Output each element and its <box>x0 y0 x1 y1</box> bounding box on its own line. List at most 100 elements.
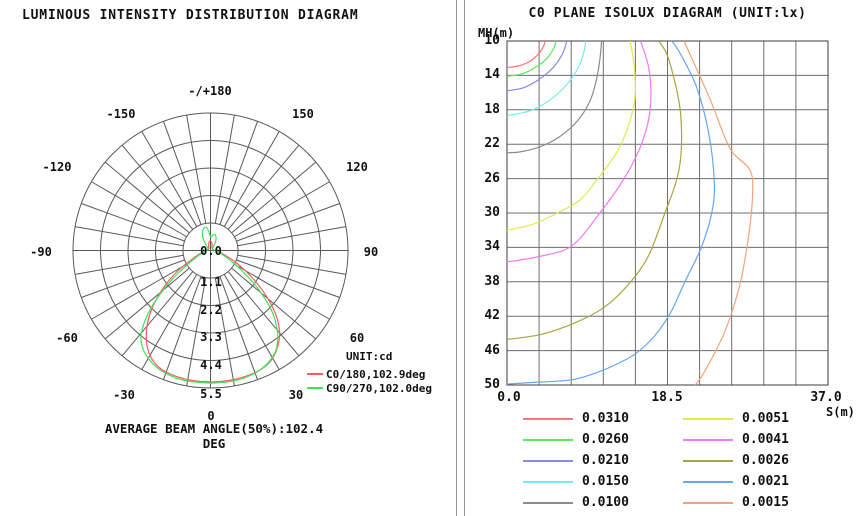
y-tick-46: 46 <box>484 342 500 358</box>
isolux-border <box>506 40 829 386</box>
isolux-curve-0.0210 <box>507 41 568 92</box>
polar-angle-label-30: 30 <box>288 388 304 402</box>
polar-spoke <box>231 267 317 340</box>
polar-spoke <box>231 161 317 234</box>
polar-legend-label-c90: C90/270,102.0deg <box>326 382 432 395</box>
polar-ring-label-1-1: 1.1 <box>200 275 222 289</box>
polar-ring-label-3-3: 3.3 <box>200 330 222 344</box>
polar-spoke <box>219 276 258 380</box>
polar-spoke <box>227 271 300 357</box>
x-tick-18-5: 18.5 <box>651 390 683 405</box>
y-tick-34: 34 <box>484 239 500 255</box>
isolux-legend-value: 0.0026 <box>742 453 789 468</box>
isolux-legend-swatch <box>683 481 733 483</box>
isolux-curve-0.0100 <box>507 41 603 154</box>
isolux-curve-0.0310 <box>507 41 546 69</box>
isolux-legend-value: 0.0210 <box>582 453 629 468</box>
polar-spoke <box>141 274 198 370</box>
polar-spoke <box>234 263 330 320</box>
polar-angle-label-neg150: -150 <box>106 107 136 121</box>
x-axis-label: S(m) <box>826 405 855 419</box>
polar-spoke <box>104 161 190 234</box>
polar-spoke <box>91 263 187 320</box>
polar-angle-label-neg90: -90 <box>30 245 52 259</box>
polar-spoke <box>163 121 202 225</box>
polar-angle-label-150: 150 <box>292 107 314 121</box>
polar-spoke <box>219 121 258 225</box>
polar-legend-unit: UNIT:cd <box>346 350 393 363</box>
isolux-curve-0.0015 <box>683 41 754 385</box>
polar-spoke <box>223 274 280 370</box>
polar-legend-label-c0: C0/180,102.9deg <box>326 368 426 381</box>
polar-spoke <box>237 254 346 275</box>
polar-angle-label-0: 0 <box>207 409 215 423</box>
polar-spoke <box>163 276 202 380</box>
x-tick-0: 0.0 <box>497 390 521 405</box>
polar-angle-label-90: 90 <box>363 245 379 259</box>
y-tick-14: 14 <box>484 67 500 83</box>
isolux-legend-swatch <box>683 418 733 420</box>
polar-spoke <box>121 144 194 230</box>
polar-angle-label-neg120: -120 <box>42 160 72 174</box>
polar-spoke <box>81 203 185 242</box>
average-beam-angle-text: AVERAGE BEAM ANGLE(50%):102.4 DEG <box>104 421 324 451</box>
polar-spoke <box>81 259 185 298</box>
isolux-legend-value: 0.0260 <box>582 432 629 447</box>
polar-angle-label-180: -/+180 <box>188 84 232 98</box>
isolux-legend-value: 0.0100 <box>582 495 629 510</box>
polar-spoke <box>104 267 190 340</box>
polar-curve-1 <box>140 226 279 384</box>
polar-spoke <box>236 203 340 242</box>
isolux-legend-swatch <box>523 439 573 441</box>
isolux-curve-0.0021 <box>507 41 716 385</box>
polar-spoke <box>186 277 207 386</box>
polar-ring-label-0: 0.0 <box>200 243 222 258</box>
polar-angle-label-neg30: -30 <box>113 388 135 402</box>
polar-ring-label-4-4: 4.4 <box>200 357 222 372</box>
isolux-legend-swatch <box>523 481 573 483</box>
isolux-legend-value: 0.0150 <box>582 474 629 489</box>
polar-spoke <box>223 131 280 227</box>
isolux-legend-value: 0.0015 <box>742 495 789 510</box>
polar-angle-label-60: 60 <box>349 331 365 345</box>
x-tick-37: 37.0 <box>810 390 842 405</box>
isolux-legend-swatch <box>523 460 573 462</box>
isolux-legend-swatch <box>683 439 733 441</box>
isolux-legend-value: 0.0041 <box>742 432 789 447</box>
isolux-legend-value: 0.0021 <box>742 474 789 489</box>
panel-divider-line <box>456 0 457 516</box>
polar-spoke <box>237 226 346 247</box>
y-tick-22: 22 <box>484 136 500 152</box>
isolux-curve-0.0260 <box>507 41 557 77</box>
polar-spoke <box>227 144 300 230</box>
isolux-legend-swatch <box>523 418 573 420</box>
y-tick-50: 50 <box>484 377 500 392</box>
y-tick-30: 30 <box>484 205 500 220</box>
y-tick-10: 10 <box>484 33 500 48</box>
isolux-curve-0.0026 <box>507 41 683 340</box>
polar-legend-swatch-c0 <box>307 373 323 375</box>
polar-legend-swatch-c90 <box>307 387 323 389</box>
y-axis-label: MH(m) <box>478 26 515 40</box>
polar-spoke <box>141 131 198 227</box>
polar-spoke <box>91 181 187 238</box>
polar-spoke <box>214 277 235 386</box>
y-tick-38: 38 <box>484 273 500 289</box>
isolux-legend-swatch <box>683 460 733 462</box>
polar-spoke <box>236 259 340 298</box>
polar-spoke <box>75 254 184 275</box>
polar-ring-label-5-5: 5.5 <box>200 387 222 401</box>
polar-spoke <box>234 181 330 238</box>
polar-spoke <box>214 115 235 224</box>
polar-spoke <box>75 226 184 247</box>
isolux-legend-value: 0.0051 <box>742 411 789 426</box>
isolux-curve-0.0051 <box>507 41 637 231</box>
polar-spoke <box>186 115 207 224</box>
polar-angle-label-neg60: -60 <box>56 331 78 345</box>
isolux-legend-swatch <box>683 502 733 504</box>
right-chart-title: C0 PLANE ISOLUX DIAGRAM (UNIT:lx) <box>528 6 807 21</box>
isolux-legend-swatch <box>523 502 573 504</box>
y-tick-18: 18 <box>484 101 500 117</box>
